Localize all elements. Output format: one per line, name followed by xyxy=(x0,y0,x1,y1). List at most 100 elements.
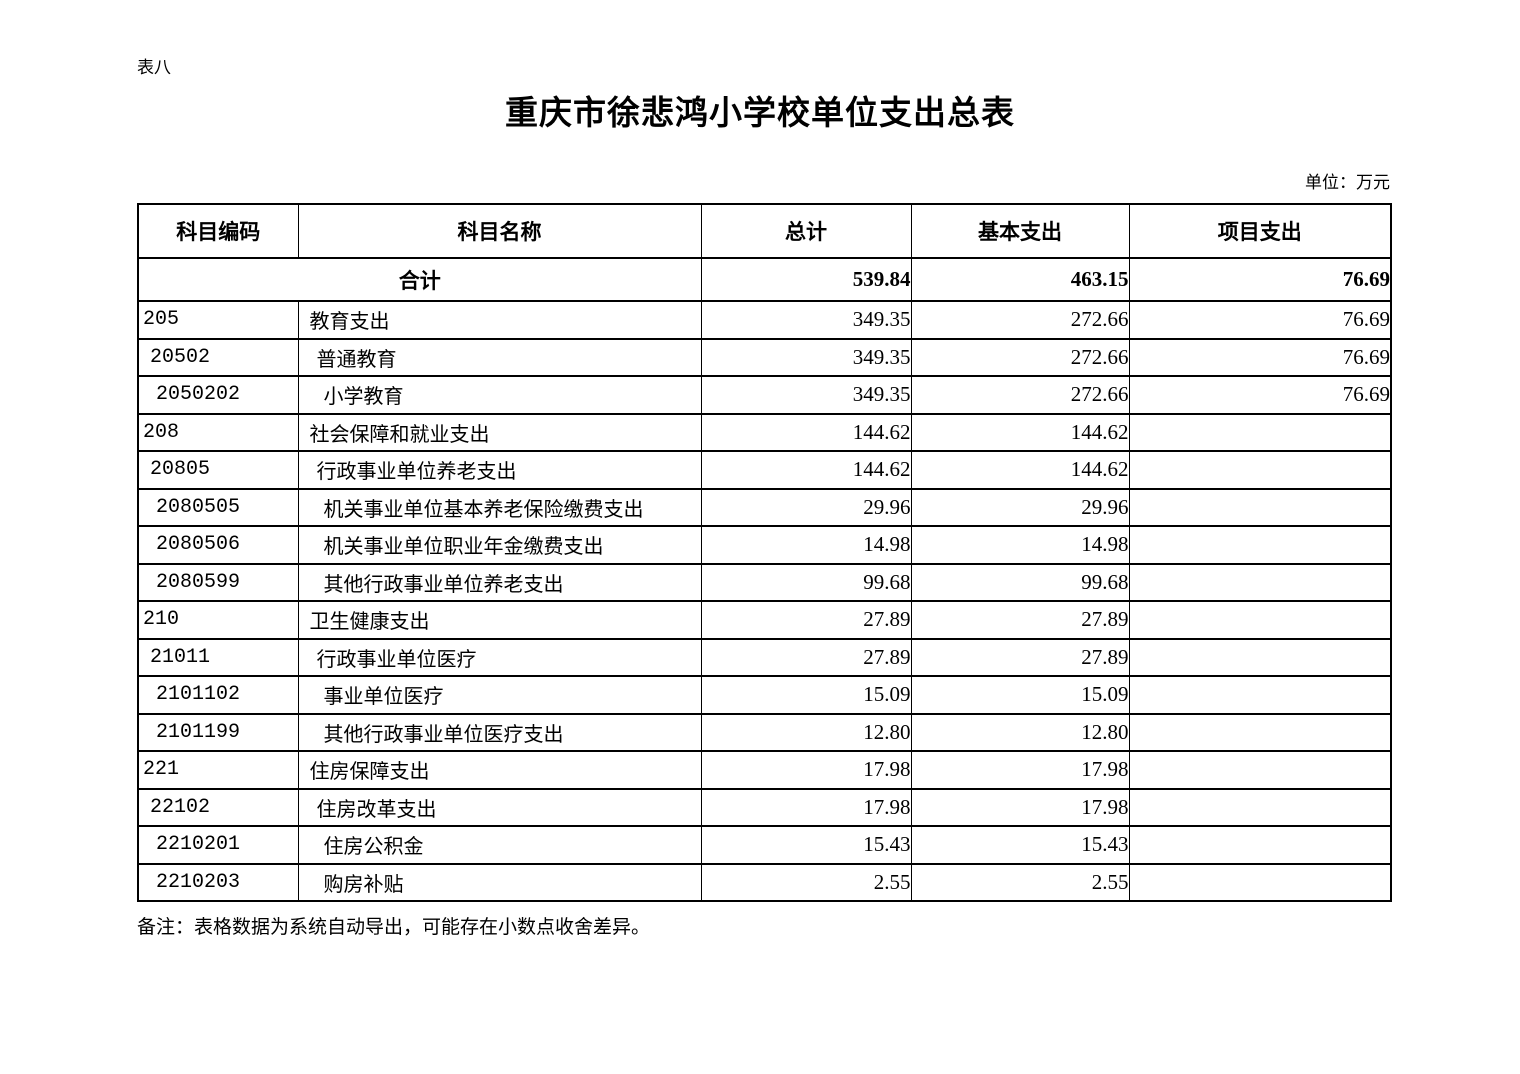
cell-project-expenditure: 76.69 xyxy=(1128,375,1392,415)
col-header-subject-name: 科目名称 xyxy=(297,203,702,259)
table-row: 2050202 小学教育 349.35 272.66 76.69 xyxy=(137,375,1392,415)
cell-subject-code: 2080505 xyxy=(137,487,299,527)
cell-project-expenditure xyxy=(1128,862,1392,902)
cell-basic-expenditure: 14.98 xyxy=(910,525,1130,565)
header-row: 科目编码 科目名称 总计 基本支出 项目支出 xyxy=(137,203,1392,259)
cell-basic-expenditure: 27.89 xyxy=(910,637,1130,677)
cell-subject-code: 2080506 xyxy=(137,525,299,565)
table-row: 20805 行政事业单位养老支出 144.62 144.62 xyxy=(137,450,1392,490)
footnote: 备注：表格数据为系统自动导出，可能存在小数点收舍差异。 xyxy=(137,917,651,938)
table-row: 210 卫生健康支出 27.89 27.89 xyxy=(137,600,1392,640)
cell-basic-expenditure: 272.66 xyxy=(910,337,1130,377)
cell-basic-expenditure: 2.55 xyxy=(910,862,1130,902)
cell-project-expenditure xyxy=(1128,787,1392,827)
table-row: 221 住房保障支出 17.98 17.98 xyxy=(137,750,1392,790)
total-row: 合计 539.84 463.15 76.69 xyxy=(137,257,1392,302)
cell-grand-total: 17.98 xyxy=(700,750,912,790)
cell-grand-total: 349.35 xyxy=(700,337,912,377)
cell-subject-code: 210 xyxy=(137,600,299,640)
cell-basic-expenditure: 99.68 xyxy=(910,562,1130,602)
table-row: 2080599 其他行政事业单位养老支出 99.68 99.68 xyxy=(137,562,1392,602)
cell-basic-expenditure: 144.62 xyxy=(910,412,1130,452)
cell-subject-name: 小学教育 xyxy=(297,375,702,415)
table-row: 20502 普通教育 349.35 272.66 76.69 xyxy=(137,337,1392,377)
cell-subject-name: 普通教育 xyxy=(297,337,702,377)
col-header-subject-code: 科目编码 xyxy=(137,203,299,259)
cell-subject-code: 208 xyxy=(137,412,299,452)
cell-basic-expenditure: 144.62 xyxy=(910,450,1130,490)
cell-subject-code: 2080599 xyxy=(137,562,299,602)
cell-basic-expenditure: 17.98 xyxy=(910,787,1130,827)
cell-grand-total: 2.55 xyxy=(700,862,912,902)
cell-subject-name: 住房保障支出 xyxy=(297,750,702,790)
cell-subject-name: 社会保障和就业支出 xyxy=(297,412,702,452)
cell-basic-expenditure: 27.89 xyxy=(910,600,1130,640)
cell-subject-code: 2101102 xyxy=(137,675,299,715)
cell-subject-name: 事业单位医疗 xyxy=(297,675,702,715)
cell-subject-name: 其他行政事业单位养老支出 xyxy=(297,562,702,602)
expenditure-table: 科目编码 科目名称 总计 基本支出 项目支出 合计 539.84 463.15 … xyxy=(137,203,1392,902)
cell-project-expenditure xyxy=(1128,825,1392,865)
table-row: 21011 行政事业单位医疗 27.89 27.89 xyxy=(137,637,1392,677)
unit-label: 单位：万元 xyxy=(1305,173,1390,192)
cell-subject-code: 2050202 xyxy=(137,375,299,415)
table-row: 2080505 机关事业单位基本养老保险缴费支出 29.96 29.96 xyxy=(137,487,1392,527)
cell-subject-name: 其他行政事业单位医疗支出 xyxy=(297,712,702,752)
cell-basic-expenditure: 15.09 xyxy=(910,675,1130,715)
cell-basic-expenditure: 272.66 xyxy=(910,375,1130,415)
cell-grand-total: 349.35 xyxy=(700,375,912,415)
cell-basic-expenditure: 17.98 xyxy=(910,750,1130,790)
total-row-project: 76.69 xyxy=(1128,257,1392,302)
cell-subject-name: 行政事业单位养老支出 xyxy=(297,450,702,490)
cell-project-expenditure: 76.69 xyxy=(1128,300,1392,340)
cell-grand-total: 29.96 xyxy=(700,487,912,527)
cell-project-expenditure: 76.69 xyxy=(1128,337,1392,377)
total-row-basic: 463.15 xyxy=(910,257,1130,302)
cell-grand-total: 15.43 xyxy=(700,825,912,865)
table-row: 208 社会保障和就业支出 144.62 144.62 xyxy=(137,412,1392,452)
cell-subject-code: 20805 xyxy=(137,450,299,490)
cell-subject-name: 行政事业单位医疗 xyxy=(297,637,702,677)
cell-subject-name: 机关事业单位基本养老保险缴费支出 xyxy=(297,487,702,527)
cell-grand-total: 99.68 xyxy=(700,562,912,602)
table-row: 22102 住房改革支出 17.98 17.98 xyxy=(137,787,1392,827)
col-header-basic-expenditure: 基本支出 xyxy=(910,203,1130,259)
cell-subject-name: 购房补贴 xyxy=(297,862,702,902)
cell-grand-total: 349.35 xyxy=(700,300,912,340)
table-row: 2210201 住房公积金 15.43 15.43 xyxy=(137,825,1392,865)
cell-subject-name: 住房改革支出 xyxy=(297,787,702,827)
cell-project-expenditure xyxy=(1128,412,1392,452)
cell-project-expenditure xyxy=(1128,637,1392,677)
cell-basic-expenditure: 272.66 xyxy=(910,300,1130,340)
cell-grand-total: 12.80 xyxy=(700,712,912,752)
col-header-grand-total: 总计 xyxy=(700,203,912,259)
cell-project-expenditure xyxy=(1128,600,1392,640)
cell-project-expenditure xyxy=(1128,525,1392,565)
cell-grand-total: 144.62 xyxy=(700,450,912,490)
cell-subject-code: 221 xyxy=(137,750,299,790)
cell-subject-name: 住房公积金 xyxy=(297,825,702,865)
cell-project-expenditure xyxy=(1128,750,1392,790)
cell-grand-total: 15.09 xyxy=(700,675,912,715)
cell-subject-code: 2101199 xyxy=(137,712,299,752)
cell-grand-total: 144.62 xyxy=(700,412,912,452)
table-number-label: 表八 xyxy=(137,58,171,77)
cell-grand-total: 14.98 xyxy=(700,525,912,565)
cell-project-expenditure xyxy=(1128,487,1392,527)
cell-basic-expenditure: 29.96 xyxy=(910,487,1130,527)
cell-basic-expenditure: 15.43 xyxy=(910,825,1130,865)
cell-subject-code: 20502 xyxy=(137,337,299,377)
cell-subject-code: 205 xyxy=(137,300,299,340)
cell-subject-name: 卫生健康支出 xyxy=(297,600,702,640)
cell-subject-name: 机关事业单位职业年金缴费支出 xyxy=(297,525,702,565)
table-row: 2101102 事业单位医疗 15.09 15.09 xyxy=(137,675,1392,715)
table-row: 205 教育支出 349.35 272.66 76.69 xyxy=(137,300,1392,340)
cell-project-expenditure xyxy=(1128,450,1392,490)
cell-subject-code: 2210201 xyxy=(137,825,299,865)
cell-subject-code: 2210203 xyxy=(137,862,299,902)
total-row-label: 合计 xyxy=(137,257,702,302)
cell-subject-code: 22102 xyxy=(137,787,299,827)
table-row: 2080506 机关事业单位职业年金缴费支出 14.98 14.98 xyxy=(137,525,1392,565)
cell-project-expenditure xyxy=(1128,562,1392,602)
